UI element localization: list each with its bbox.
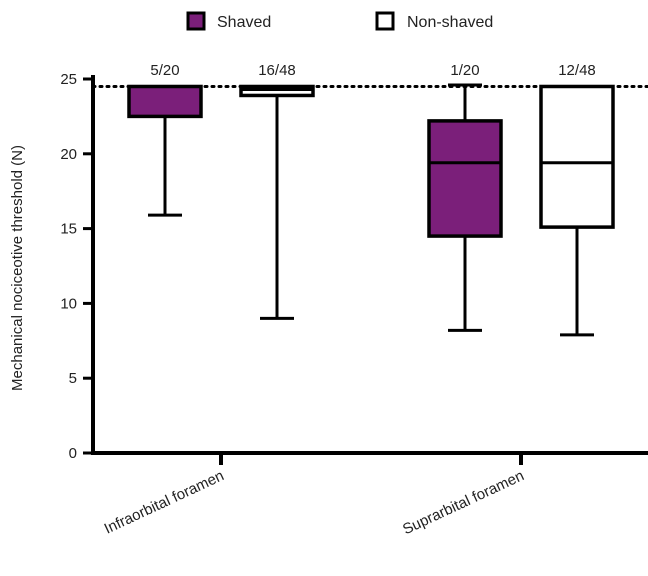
count-label: 1/20 [450, 62, 479, 79]
legend-label-non-shaved: Non-shaved [407, 14, 493, 31]
legend-label-shaved: Shaved [217, 14, 271, 31]
y-tick-label: 0 [69, 445, 77, 462]
box-rect [539, 84, 615, 229]
y-tick-label: 25 [60, 71, 77, 88]
y-tick-label: 10 [60, 295, 77, 312]
box-shaved: 5/20 [127, 62, 203, 217]
box-rect [427, 119, 503, 238]
y-tick-label: 15 [60, 221, 77, 238]
y-tick-label: 20 [60, 146, 77, 163]
count-label: 12/48 [558, 62, 596, 79]
legend-swatch-shaved [186, 11, 206, 31]
box-rect [127, 84, 203, 119]
count-label: 5/20 [150, 62, 179, 79]
count-label: 16/48 [258, 62, 296, 79]
box-non-shaved: 12/48 [539, 62, 615, 337]
y-axis-label: Mechanical nociceotive threshold (N) [9, 145, 26, 391]
legend: Shaved Non-shaved [186, 11, 493, 31]
legend-swatch-non-shaved [375, 11, 395, 31]
box-shaved: 1/20 [427, 62, 503, 332]
box-layer: 5/20 1/20 16/48 12/48 [127, 62, 615, 337]
x-category-label: Infraorbital foramen [102, 467, 227, 537]
box-non-shaved: 16/48 [239, 62, 315, 320]
y-tick-label: 5 [69, 370, 77, 387]
x-category-label: Suprarbital foramen [400, 467, 527, 538]
